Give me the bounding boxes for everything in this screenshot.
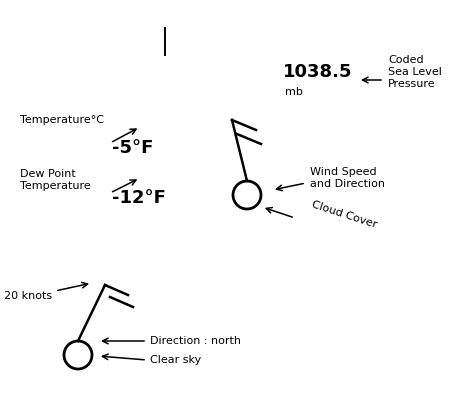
Text: Cloud Cover: Cloud Cover	[310, 200, 378, 230]
Text: 20 knots: 20 knots	[4, 291, 52, 301]
Text: -12°F: -12°F	[112, 189, 166, 207]
Text: mb: mb	[285, 87, 303, 97]
Text: Coded
Sea Level
Pressure: Coded Sea Level Pressure	[388, 55, 442, 89]
Text: Temperature°C: Temperature°C	[20, 115, 104, 125]
Text: Dew Point
Temperature: Dew Point Temperature	[20, 169, 91, 191]
Text: Direction : north: Direction : north	[150, 336, 241, 346]
Text: Clear sky: Clear sky	[150, 355, 201, 365]
Text: Wind Speed
and Direction: Wind Speed and Direction	[310, 167, 385, 189]
Text: 1038.5: 1038.5	[283, 63, 353, 81]
Text: -5°F: -5°F	[112, 139, 154, 157]
